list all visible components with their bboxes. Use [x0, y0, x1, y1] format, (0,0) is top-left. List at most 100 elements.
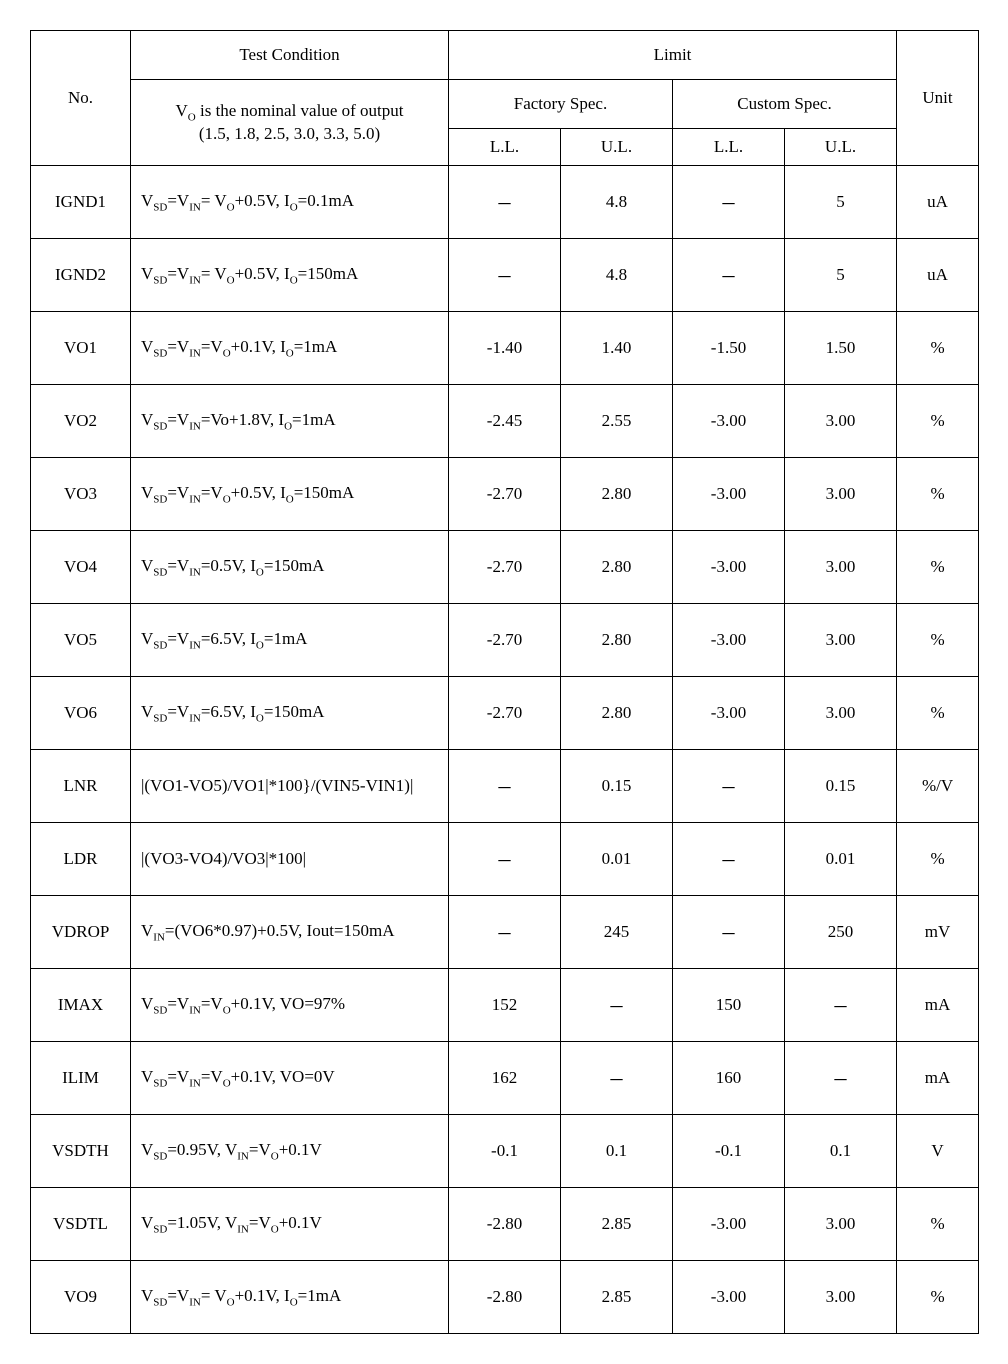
spec-table: No. Test Condition Limit Unit VO is the … — [30, 30, 979, 1334]
cell-no: LDR — [31, 823, 131, 896]
cell-condition: VSD=VIN= VO+0.5V, IO=150mA — [131, 239, 449, 312]
cell-unit: % — [897, 385, 979, 458]
cell-factory-ll: -2.70 — [449, 677, 561, 750]
cell-no: VO4 — [31, 531, 131, 604]
cell-custom-ll: -3.00 — [673, 677, 785, 750]
cell-unit: V — [897, 1115, 979, 1188]
cell-custom-ul: 0.01 — [785, 823, 897, 896]
cell-custom-ll: -3.00 — [673, 385, 785, 458]
header-custom-ll: L.L. — [673, 129, 785, 166]
cell-condition: VSD=VIN= VO+0.5V, IO=0.1mA — [131, 166, 449, 239]
cell-unit: uA — [897, 239, 979, 312]
cell-condition: VIN=(VO6*0.97)+0.5V, Iout=150mA — [131, 896, 449, 969]
cell-condition: |(VO3-VO4)/VO3|*100| — [131, 823, 449, 896]
header-custom-ul: U.L. — [785, 129, 897, 166]
cell-factory-ul: － — [561, 969, 673, 1042]
header-factory: Factory Spec. — [449, 80, 673, 129]
cell-factory-ul: 2.85 — [561, 1188, 673, 1261]
table-row: VDROPVIN=(VO6*0.97)+0.5V, Iout=150mA－245… — [31, 896, 979, 969]
cell-custom-ll: -3.00 — [673, 458, 785, 531]
cell-condition: VSD=VIN=6.5V, IO=150mA — [131, 677, 449, 750]
cell-custom-ul: － — [785, 969, 897, 1042]
table-row: IMAXVSD=VIN=VO+0.1V, VO=97%152－150－mA — [31, 969, 979, 1042]
cell-no: VO3 — [31, 458, 131, 531]
cell-unit: % — [897, 1261, 979, 1334]
cell-no: VDROP — [31, 896, 131, 969]
cell-custom-ll: － — [673, 166, 785, 239]
table-row: VO9VSD=VIN= VO+0.1V, IO=1mA-2.802.85-3.0… — [31, 1261, 979, 1334]
table-row: IGND2VSD=VIN= VO+0.5V, IO=150mA－4.8－5uA — [31, 239, 979, 312]
cell-no: IMAX — [31, 969, 131, 1042]
cell-factory-ul: 2.80 — [561, 531, 673, 604]
cell-custom-ll: -1.50 — [673, 312, 785, 385]
cell-unit: % — [897, 604, 979, 677]
cell-condition: |(VO1-VO5)/VO1|*100}/(VIN5-VIN1)| — [131, 750, 449, 823]
cell-condition: VSD=VIN=6.5V, IO=1mA — [131, 604, 449, 677]
cell-factory-ll: － — [449, 896, 561, 969]
cell-condition: VSD=VIN=VO+0.1V, VO=0V — [131, 1042, 449, 1115]
cell-unit: % — [897, 458, 979, 531]
cell-condition: VSD=VIN=VO+0.5V, IO=150mA — [131, 458, 449, 531]
cell-custom-ll: -0.1 — [673, 1115, 785, 1188]
cell-custom-ll: － — [673, 823, 785, 896]
cell-factory-ll: -0.1 — [449, 1115, 561, 1188]
cell-factory-ul: 0.1 — [561, 1115, 673, 1188]
cell-custom-ll: -3.00 — [673, 604, 785, 677]
cell-factory-ul: 245 — [561, 896, 673, 969]
cell-unit: % — [897, 531, 979, 604]
cell-unit: uA — [897, 166, 979, 239]
cell-factory-ll: -2.80 — [449, 1261, 561, 1334]
cell-unit: mV — [897, 896, 979, 969]
cell-no: IGND1 — [31, 166, 131, 239]
cell-no: VSDTL — [31, 1188, 131, 1261]
cell-factory-ll: － — [449, 166, 561, 239]
cell-custom-ul: 3.00 — [785, 677, 897, 750]
table-row: VSDTHVSD=0.95V, VIN=VO+0.1V-0.10.1-0.10.… — [31, 1115, 979, 1188]
cell-unit: % — [897, 677, 979, 750]
table-row: VO4VSD=VIN=0.5V, IO=150mA-2.702.80-3.003… — [31, 531, 979, 604]
cell-no: IGND2 — [31, 239, 131, 312]
cell-no: ILIM — [31, 1042, 131, 1115]
cell-factory-ul: 2.80 — [561, 604, 673, 677]
cell-custom-ll: － — [673, 896, 785, 969]
cell-factory-ll: 162 — [449, 1042, 561, 1115]
cell-factory-ll: -2.70 — [449, 458, 561, 531]
header-no: No. — [31, 31, 131, 166]
cell-factory-ul: 2.80 — [561, 677, 673, 750]
cell-unit: % — [897, 312, 979, 385]
cell-custom-ll: 150 — [673, 969, 785, 1042]
cell-custom-ul: 3.00 — [785, 1188, 897, 1261]
cell-factory-ll: -2.45 — [449, 385, 561, 458]
header-factory-ll: L.L. — [449, 129, 561, 166]
cell-custom-ul: 0.1 — [785, 1115, 897, 1188]
cell-unit: % — [897, 823, 979, 896]
cell-condition: VSD=VIN= VO+0.1V, IO=1mA — [131, 1261, 449, 1334]
cell-factory-ul: 2.85 — [561, 1261, 673, 1334]
cell-custom-ul: 3.00 — [785, 458, 897, 531]
cell-factory-ll: － — [449, 823, 561, 896]
cell-custom-ul: 3.00 — [785, 385, 897, 458]
cell-no: VO1 — [31, 312, 131, 385]
cell-custom-ll: 160 — [673, 1042, 785, 1115]
cell-custom-ll: -3.00 — [673, 1261, 785, 1334]
cell-factory-ll: 152 — [449, 969, 561, 1042]
cell-factory-ul: 1.40 — [561, 312, 673, 385]
cell-custom-ul: 5 — [785, 239, 897, 312]
cell-custom-ll: -3.00 — [673, 531, 785, 604]
cell-custom-ul: 250 — [785, 896, 897, 969]
table-row: VSDTLVSD=1.05V, VIN=VO+0.1V-2.802.85-3.0… — [31, 1188, 979, 1261]
cell-condition: VSD=VIN=0.5V, IO=150mA — [131, 531, 449, 604]
cell-factory-ll: -2.70 — [449, 604, 561, 677]
header-unit: Unit — [897, 31, 979, 166]
cell-factory-ll: -2.70 — [449, 531, 561, 604]
cell-no: VSDTH — [31, 1115, 131, 1188]
cell-factory-ul: 4.8 — [561, 239, 673, 312]
cell-condition: VSD=VIN=VO+0.1V, IO=1mA — [131, 312, 449, 385]
cell-custom-ul: 3.00 — [785, 1261, 897, 1334]
cell-custom-ul: 1.50 — [785, 312, 897, 385]
cell-factory-ul: 2.80 — [561, 458, 673, 531]
cell-factory-ll: -1.40 — [449, 312, 561, 385]
table-row: VO1VSD=VIN=VO+0.1V, IO=1mA-1.401.40-1.50… — [31, 312, 979, 385]
cell-custom-ll: － — [673, 239, 785, 312]
cell-factory-ll: － — [449, 750, 561, 823]
